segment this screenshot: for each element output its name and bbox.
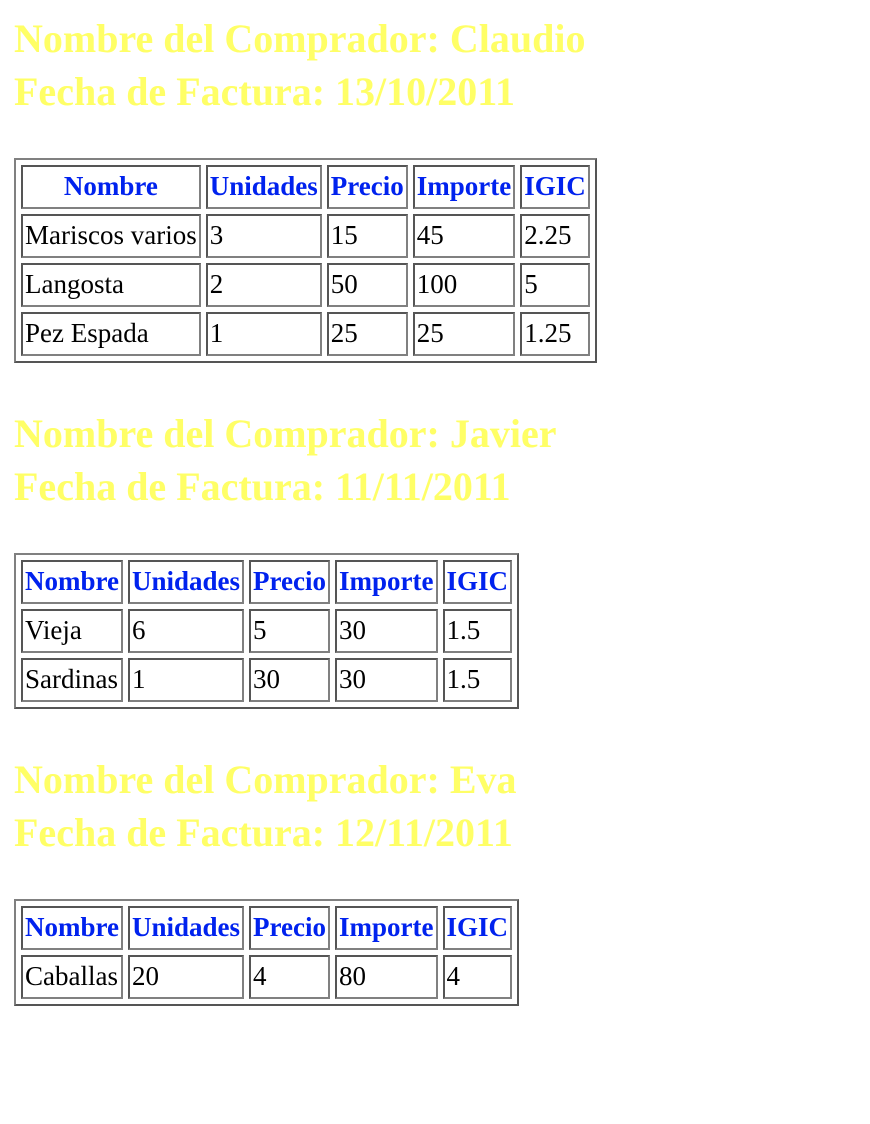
cell-importe: 30	[335, 658, 438, 702]
cell-igic: 2.25	[520, 214, 590, 258]
cell-igic: 1.5	[442, 609, 513, 653]
column-header-unidades: Unidades	[205, 165, 322, 209]
table-header-row: Nombre Unidades Precio Importe IGIC	[21, 906, 513, 950]
column-header-nombre: Nombre	[21, 165, 201, 209]
cell-igic: 4	[442, 955, 513, 999]
cell-nombre: Vieja	[21, 609, 123, 653]
column-header-importe: Importe	[412, 165, 516, 209]
column-header-precio: Precio	[249, 906, 331, 950]
column-header-precio: Precio	[249, 560, 331, 604]
invoice-date-heading: Fecha de Factura: 13/10/2011	[14, 69, 516, 114]
cell-importe: 80	[335, 955, 438, 999]
invoice-items-table: Nombre Unidades Precio Importe IGIC Caba…	[14, 899, 520, 1006]
invoice-date-heading: Fecha de Factura: 12/11/2011	[14, 810, 513, 855]
column-header-igic: IGIC	[442, 560, 513, 604]
cell-unidades: 1	[128, 658, 245, 702]
column-header-importe: Importe	[335, 906, 438, 950]
column-header-unidades: Unidades	[128, 560, 245, 604]
invoice-javier: Nombre del Comprador: Javier Fecha de Fa…	[14, 407, 870, 709]
cell-unidades: 3	[205, 214, 322, 258]
cell-unidades: 6	[128, 609, 245, 653]
cell-importe: 45	[412, 214, 516, 258]
cell-unidades: 20	[128, 955, 245, 999]
cell-nombre: Caballas	[21, 955, 123, 999]
cell-precio: 50	[326, 263, 408, 307]
column-header-importe: Importe	[335, 560, 438, 604]
buyer-name-heading: Nombre del Comprador: Eva	[14, 757, 517, 802]
cell-igic: 1.5	[442, 658, 513, 702]
table-row: Sardinas 1 30 30 1.5	[21, 658, 513, 702]
cell-precio: 15	[326, 214, 408, 258]
table-row: Vieja 6 5 30 1.5	[21, 609, 513, 653]
invoice-items-table: Nombre Unidades Precio Importe IGIC Mari…	[14, 158, 597, 363]
column-header-precio: Precio	[326, 165, 408, 209]
cell-importe: 100	[412, 263, 516, 307]
table-row: Mariscos varios 3 15 45 2.25	[21, 214, 590, 258]
cell-precio: 25	[326, 312, 408, 356]
table-header-row: Nombre Unidades Precio Importe IGIC	[21, 560, 513, 604]
column-header-igic: IGIC	[520, 165, 590, 209]
invoice-items-table: Nombre Unidades Precio Importe IGIC Viej…	[14, 553, 520, 709]
invoice-claudio: Nombre del Comprador: Claudio Fecha de F…	[14, 12, 870, 363]
cell-unidades: 1	[205, 312, 322, 356]
cell-importe: 30	[335, 609, 438, 653]
table-row: Pez Espada 1 25 25 1.25	[21, 312, 590, 356]
cell-unidades: 2	[205, 263, 322, 307]
invoice-date-heading: Fecha de Factura: 11/11/2011	[14, 464, 511, 509]
buyer-name-heading: Nombre del Comprador: Javier	[14, 411, 557, 456]
column-header-nombre: Nombre	[21, 906, 123, 950]
column-header-unidades: Unidades	[128, 906, 245, 950]
cell-nombre: Mariscos varios	[21, 214, 201, 258]
cell-precio: 30	[249, 658, 331, 702]
column-header-nombre: Nombre	[21, 560, 123, 604]
cell-igic: 1.25	[520, 312, 590, 356]
cell-igic: 5	[520, 263, 590, 307]
cell-nombre: Pez Espada	[21, 312, 201, 356]
page: Nombre del Comprador: Claudio Fecha de F…	[14, 12, 870, 1006]
cell-nombre: Sardinas	[21, 658, 123, 702]
invoice-eva: Nombre del Comprador: Eva Fecha de Factu…	[14, 753, 870, 1006]
cell-precio: 4	[249, 955, 331, 999]
table-row: Caballas 20 4 80 4	[21, 955, 513, 999]
cell-precio: 5	[249, 609, 331, 653]
cell-importe: 25	[412, 312, 516, 356]
buyer-name-heading: Nombre del Comprador: Claudio	[14, 16, 586, 61]
cell-nombre: Langosta	[21, 263, 201, 307]
table-header-row: Nombre Unidades Precio Importe IGIC	[21, 165, 590, 209]
column-header-igic: IGIC	[442, 906, 513, 950]
table-row: Langosta 2 50 100 5	[21, 263, 590, 307]
